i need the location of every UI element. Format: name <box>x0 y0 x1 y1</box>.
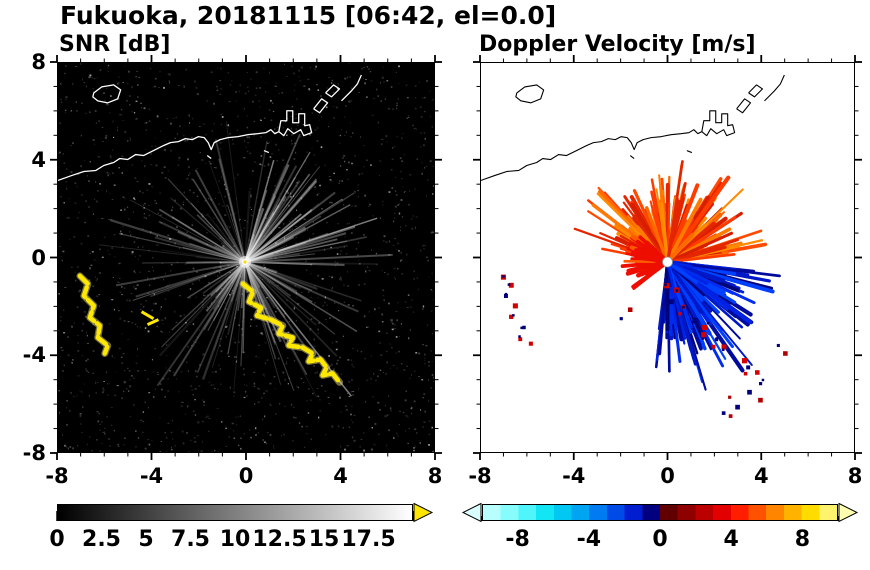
y-tick-label: 8 <box>31 50 46 74</box>
y-tick-label: 4 <box>31 147 46 172</box>
figure-title: Fukuoka, 20181115 [06:42, el=0.0] <box>60 1 557 30</box>
y-tick-label: 0 <box>31 245 46 270</box>
doppler-colorbar-label: 4 <box>723 527 739 552</box>
snr-colorbar-label: 0 <box>49 527 65 552</box>
doppler-colorbar-label: -4 <box>576 527 602 552</box>
doppler-map-panel <box>480 62 855 453</box>
doppler-x-tick-label: -8 <box>468 464 492 488</box>
snr-panel-title: SNR [dB] <box>59 32 171 57</box>
snr-x-tick-label: 4 <box>333 464 348 488</box>
snr-colorbar-label: 7.5 <box>171 527 210 552</box>
doppler-colorbar-label: -8 <box>505 527 530 552</box>
snr-x-tick-label: -4 <box>139 464 164 488</box>
doppler-colorbar <box>482 504 838 521</box>
doppler-x-tick-label: 0 <box>660 464 675 488</box>
snr-map-image <box>58 63 434 452</box>
doppler-x-tick-label: -4 <box>562 464 586 488</box>
doppler-map-image <box>481 74 788 418</box>
snr-x-tick-label: 0 <box>238 464 254 488</box>
snr-x-tick-label: 8 <box>427 464 443 488</box>
snr-colorbar-label: 10 <box>219 527 251 552</box>
snr-map-panel <box>57 62 435 453</box>
doppler-x-tick-label: 4 <box>753 464 769 488</box>
y-tick-label: -8 <box>22 441 46 465</box>
y-tick-label: -4 <box>22 343 46 368</box>
doppler-panel-title: Doppler Velocity [m/s] <box>479 32 756 57</box>
snr-colorbar-label: 5 <box>138 527 154 552</box>
snr-colorbar <box>57 504 413 521</box>
doppler-colorbar-label: 0 <box>652 527 668 552</box>
snr-colorbar-label: 17.5 <box>341 527 396 552</box>
snr-x-tick-label: -8 <box>45 464 69 488</box>
doppler-colorbar-label: 8 <box>794 527 811 552</box>
snr-colorbar-label: 15 <box>308 527 340 552</box>
doppler-x-tick-label: 8 <box>847 464 863 488</box>
snr-colorbar-label: 2.5 <box>82 527 121 552</box>
snr-colorbar-label: 12.5 <box>252 527 307 552</box>
